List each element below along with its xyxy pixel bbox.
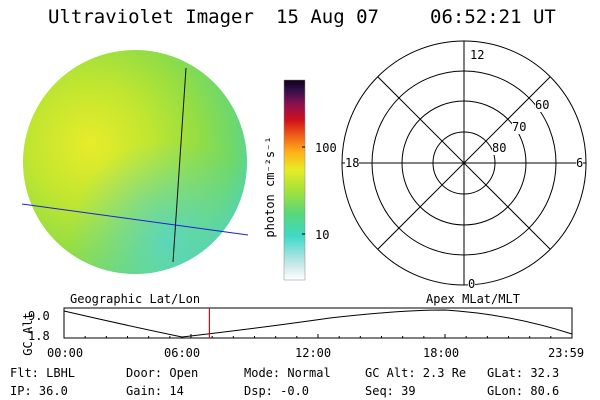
mlt-12-label: 12 <box>470 48 485 62</box>
info-mode: Mode: Normal <box>244 366 331 380</box>
info-glon: GLon: 80.6 <box>487 384 560 398</box>
mlt-6-label: 6 <box>576 156 584 170</box>
colorbar-label-100: 100 <box>315 141 337 155</box>
orbit-frame <box>63 307 573 339</box>
polar-plot <box>341 40 587 286</box>
info-door: Door: Open <box>126 366 199 380</box>
latitude-line <box>21 203 249 236</box>
date-label: 15 Aug 07 <box>276 6 379 28</box>
meridian-line <box>172 67 187 263</box>
earth-limb <box>39 78 48 90</box>
polar-diagonal-2 <box>377 76 551 250</box>
lat-60-label: 60 <box>535 98 550 112</box>
orbit-x-tick-1: 06:00 <box>164 346 201 360</box>
mlt-18-label: 18 <box>345 156 360 170</box>
info-gain: Gain: 14 <box>126 384 184 398</box>
info-flt: Flt: LBHL <box>10 366 76 380</box>
mlt-0-label: 0 <box>468 277 476 291</box>
colorbar-unit-label: photon cm⁻²s⁻¹ <box>263 136 277 238</box>
info-dsp: Dsp: -0.0 <box>244 384 310 398</box>
info-gc-alt: GC Alt: 2.3 Re <box>365 366 467 380</box>
orbit-plot <box>63 307 573 339</box>
info-seq: Seq: 39 <box>365 384 416 398</box>
info-ip: IP: 36.0 <box>10 384 68 398</box>
orbit-x-tick-0: 00:00 <box>47 346 84 360</box>
instrument-title: Ultraviolet Imager <box>48 6 254 28</box>
earth-dayglow-edge <box>23 50 247 274</box>
lat-70-label: 70 <box>512 120 527 134</box>
info-glat: GLat: 32.3 <box>487 366 560 380</box>
geographic-label: Geographic Lat/Lon <box>70 292 201 306</box>
orbit-altitude-curve <box>63 309 573 338</box>
orbit-x-tick-3: 18:00 <box>423 346 460 360</box>
apex-label: Apex MLat/MLT <box>426 292 520 306</box>
orbit-x-tick-4: 23:59 <box>548 346 585 360</box>
colorbar-label-10: 10 <box>315 228 330 242</box>
orbit-x-tick-2: 12:00 <box>295 346 332 360</box>
colorbar-gradient <box>283 79 306 281</box>
earth-image <box>21 50 249 274</box>
time-label: 06:52:21 UT <box>430 6 556 28</box>
orbit-y-top: 9.0 <box>28 309 50 323</box>
orbit-y-bottom: 1.8 <box>28 329 50 343</box>
lat-80-label: 80 <box>492 141 507 155</box>
colorbar <box>283 79 306 281</box>
